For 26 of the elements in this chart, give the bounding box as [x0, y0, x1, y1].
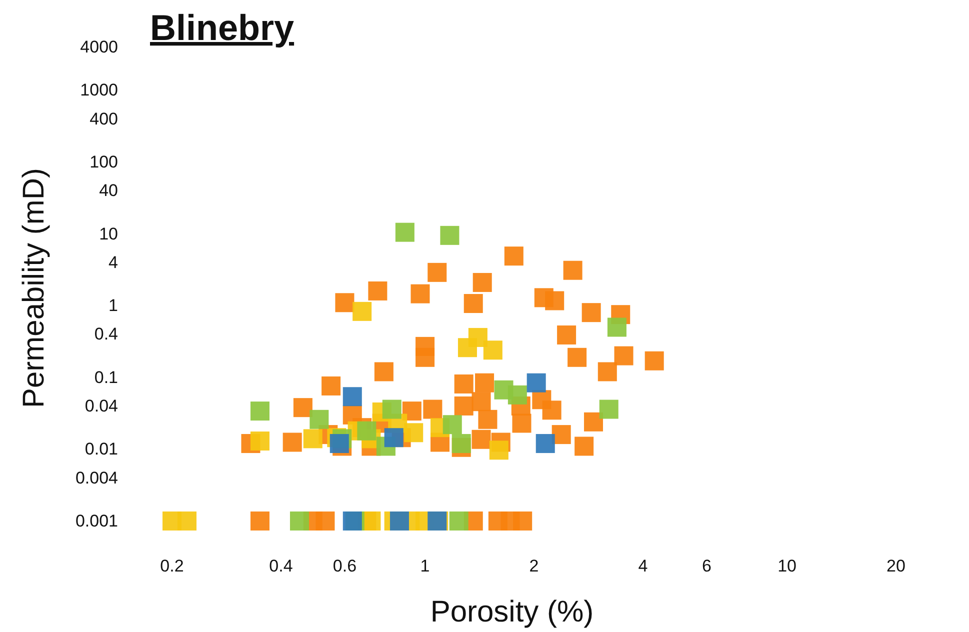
y-tick-label: 0.1	[94, 368, 118, 387]
y-axis-title: Permeability (mD)	[18, 168, 50, 408]
x-tick-label: 1	[420, 556, 430, 576]
y-tick-label: 1000	[80, 80, 118, 100]
x-tick-label: 4	[638, 556, 648, 576]
x-tick-label: 10	[778, 556, 796, 576]
x-tick-label: 0.6	[332, 556, 357, 576]
y-tick-label: 0.04	[84, 396, 118, 416]
y-tick-label: 400	[90, 109, 118, 128]
y-tick-label: 4	[108, 252, 118, 272]
y-tick-label: 0.01	[84, 440, 118, 459]
x-tick-label: 2	[529, 556, 539, 576]
y-tick-label: 100	[90, 152, 118, 172]
chart-title: Blinebry	[150, 7, 294, 48]
x-tick-label: 6	[702, 556, 712, 576]
y-tick-label: 0.4	[94, 324, 118, 344]
y-tick-label: 0.001	[75, 512, 118, 530]
y-tick-label: 4000	[80, 38, 118, 56]
x-tick-label: 0.4	[269, 556, 293, 576]
y-tick-label: 0.004	[75, 468, 118, 488]
y-tick-label: 10	[99, 224, 118, 244]
y-tick-label: 40	[99, 181, 118, 200]
x-tick-label: 0.2	[160, 556, 184, 576]
x-axis-title: Porosity (%)	[430, 596, 594, 628]
x-tick-label: 20	[886, 556, 906, 576]
y-tick-label: 1	[108, 296, 118, 316]
